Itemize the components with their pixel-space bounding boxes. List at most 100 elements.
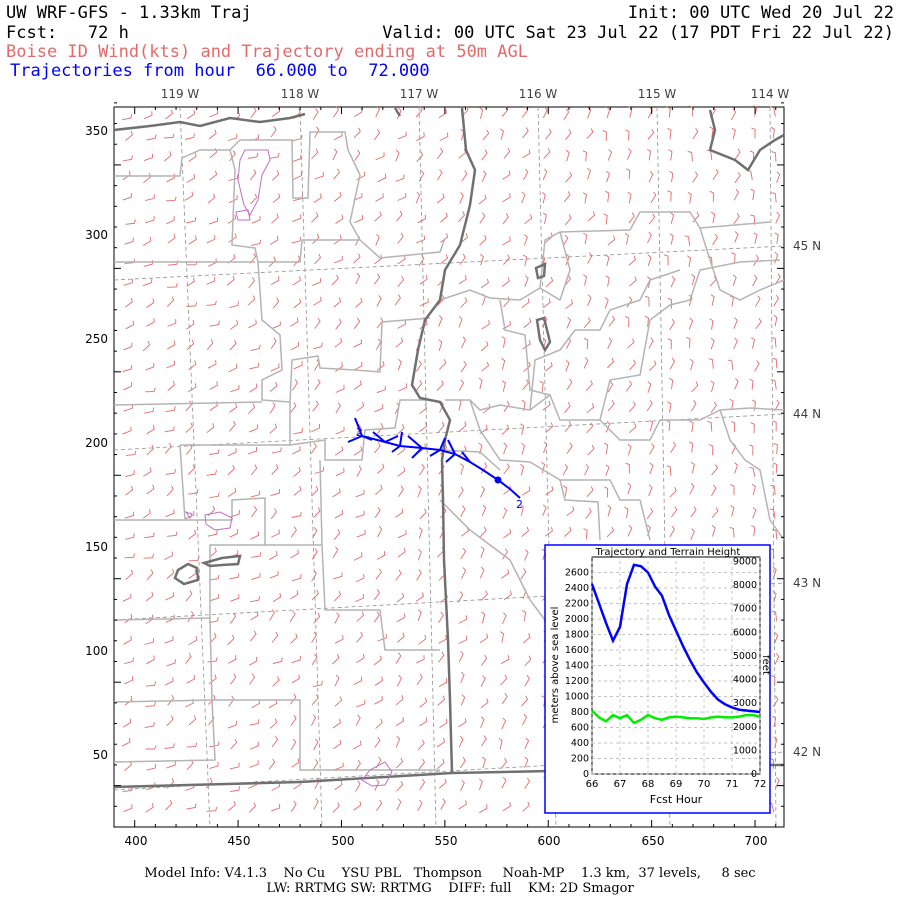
- wind-barb: [397, 530, 407, 539]
- wind-barb: [292, 573, 302, 582]
- wind-barb: [749, 444, 754, 456]
- wind-barb: [269, 718, 278, 729]
- wind-barb: [437, 758, 445, 769]
- wind-barb: [356, 699, 366, 708]
- wind-barb: [627, 524, 633, 537]
- wind-barb: [457, 591, 464, 603]
- wind-barb: [440, 233, 449, 243]
- wind-barb: [374, 736, 381, 748]
- wind-barb: [352, 740, 362, 750]
- wind-barb: [397, 358, 402, 371]
- wind-barb: [249, 362, 260, 370]
- wind-barb: [227, 464, 235, 476]
- wind-barb: [353, 339, 362, 348]
- wind-barb: [333, 106, 339, 118]
- wind-barb: [608, 315, 616, 327]
- wind-barb: [397, 232, 404, 244]
- wind-barb: [666, 465, 672, 477]
- wind-barb: [753, 254, 759, 267]
- wind-barb: [501, 692, 508, 705]
- wind-barb: [542, 504, 547, 517]
- wind-barb: [729, 398, 734, 411]
- wind-barb: [753, 232, 758, 244]
- wind-barb: [624, 233, 629, 245]
- wind-barb: [770, 379, 777, 390]
- wind-barb: [564, 214, 572, 226]
- wind-barb: [670, 506, 678, 518]
- wind-barb: [751, 525, 756, 537]
- wind-barb: [227, 214, 237, 224]
- wind-barb: [353, 380, 362, 390]
- wind-barb: [185, 422, 193, 433]
- inset-right-tick: 8000: [733, 580, 757, 591]
- wind-barb: [709, 190, 714, 202]
- wind-barb: [165, 592, 174, 601]
- wind-barb: [314, 466, 324, 474]
- wind-barb: [479, 235, 487, 246]
- wind-barb: [480, 341, 489, 352]
- wind-barb: [586, 403, 595, 414]
- wind-barb: [646, 399, 653, 412]
- wind-barb: [249, 424, 258, 433]
- wind-barb: [520, 568, 527, 580]
- wind-barb: [228, 174, 239, 182]
- wind-barb: [163, 133, 175, 139]
- wind-barb: [164, 426, 175, 433]
- wind-barb: [143, 153, 153, 162]
- wind-barb: [230, 384, 240, 393]
- wind-barb: [311, 714, 317, 726]
- wind-barb: [396, 210, 403, 222]
- wind-barb: [624, 316, 630, 328]
- wind-barb: [481, 504, 487, 517]
- wind-barb: [605, 190, 610, 203]
- wind-barb: [667, 128, 672, 140]
- wind-barb: [248, 319, 257, 329]
- wind-barb: [503, 400, 510, 413]
- wind-barb: [562, 485, 568, 497]
- wind-barb: [269, 551, 278, 561]
- wind-barb: [270, 489, 281, 497]
- x-tick-label: 650: [642, 834, 665, 848]
- wind-barb: [166, 568, 175, 579]
- wind-barb: [523, 254, 528, 267]
- wind-barb: [629, 359, 636, 371]
- wind-barb: [752, 507, 757, 519]
- inset-right-tick: 1000: [733, 745, 757, 756]
- wind-barb: [500, 128, 505, 141]
- wind-barb: [502, 507, 508, 519]
- wind-barb: [628, 255, 637, 266]
- wind-barb: [479, 486, 486, 498]
- wind-barb: [290, 738, 297, 751]
- inset-left-tick: 1800: [565, 630, 589, 641]
- wind-barb: [125, 219, 136, 225]
- model-info-line1: Model Info: V4.1.3 No Cu YSU PBL Thompso…: [144, 866, 756, 881]
- wind-barb: [248, 152, 259, 159]
- wind-barb: [145, 216, 155, 224]
- wind-barb: [290, 590, 299, 600]
- wind-barb: [711, 464, 719, 476]
- wind-barb: [710, 337, 715, 350]
- wind-barb: [167, 282, 178, 288]
- wind-barb: [750, 214, 756, 225]
- wind-barb: [644, 295, 650, 307]
- wind-barb: [123, 635, 132, 645]
- wind-barb: [395, 735, 401, 748]
- wind-barb: [250, 611, 259, 621]
- wind-barb: [228, 403, 238, 413]
- wind-barb: [692, 127, 699, 140]
- y-tick-label: 250: [85, 332, 108, 346]
- wind-barb: [271, 321, 281, 330]
- wind-barb: [271, 213, 279, 224]
- wind-barb: [291, 511, 302, 518]
- wind-barb: [228, 487, 237, 497]
- wind-barb: [375, 484, 383, 496]
- wind-barb: [209, 632, 217, 644]
- wind-barb: [602, 129, 607, 141]
- wind-barb: [664, 254, 669, 266]
- wind-barb: [332, 148, 338, 160]
- wind-barb: [353, 800, 362, 811]
- wind-barb: [333, 191, 342, 202]
- wind-barb: [500, 655, 510, 665]
- wind-barb: [565, 171, 573, 183]
- wind-barb: [750, 188, 755, 201]
